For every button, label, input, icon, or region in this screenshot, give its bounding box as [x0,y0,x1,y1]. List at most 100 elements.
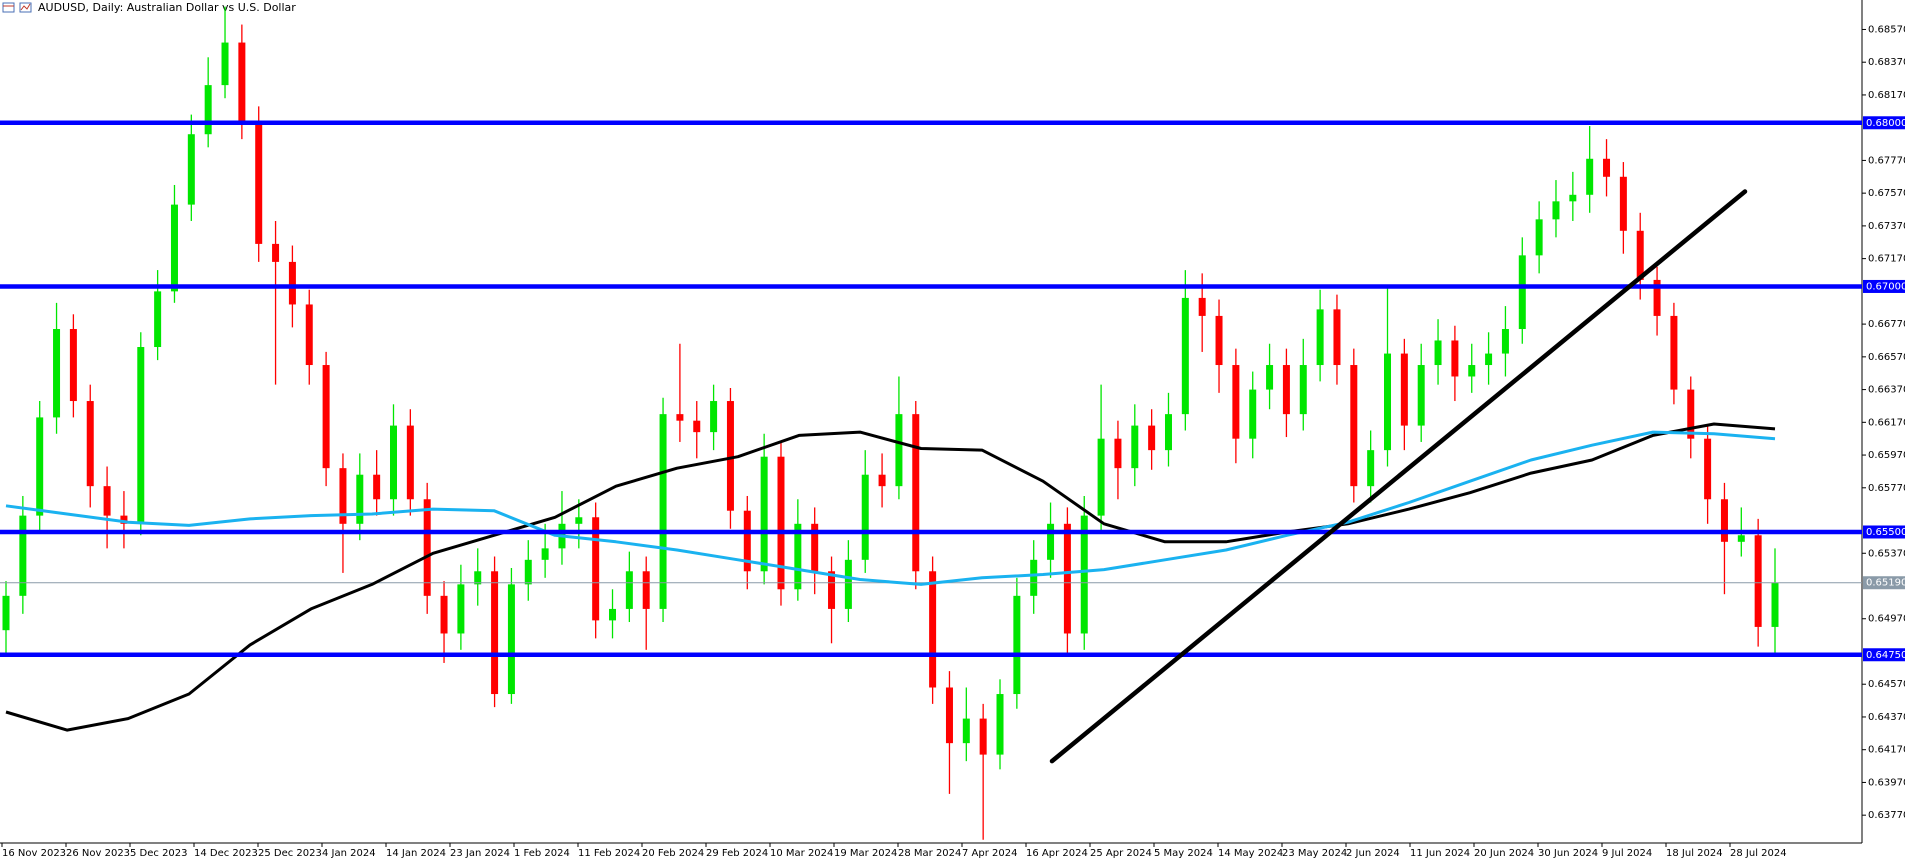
price-tag-label: 0.65500 [1866,527,1905,538]
candle-body [979,718,987,755]
candle-body [373,474,381,500]
x-tick-label: 28 Jul 2024 [1730,848,1787,859]
x-tick-label: 23 May 2024 [1282,848,1347,859]
x-tick-label: 5 May 2024 [1154,848,1213,859]
candle-body [1535,219,1543,256]
icon [2,2,15,13]
candle-body [1013,595,1021,695]
candle-body [187,134,195,205]
candle-body [1063,523,1071,634]
symbol-icons [2,2,32,13]
price-tag [1863,525,1905,539]
icon [20,3,31,11]
x-tick-label: 4 Jan 2024 [322,848,376,859]
x-tick-label: 5 Dec 2023 [130,848,188,859]
candle-body [1485,353,1493,366]
moving-average [5,430,1776,586]
x-tick-label: 18 Jul 2024 [1666,848,1723,859]
x-tick-label: 11 Feb 2024 [578,848,640,859]
candle-body [1771,582,1779,627]
candle-body [1198,297,1206,316]
x-tick-label: 14 Jan 2024 [386,848,446,859]
candle-body [389,425,397,500]
price-tag [1863,116,1905,130]
candle-body [69,329,77,402]
candle-body [878,474,886,487]
candle-body [356,474,364,524]
x-tick-label: 20 Jun 2024 [1474,848,1534,859]
x-tick-label: 23 Jan 2024 [450,848,510,859]
x-tick-label: 25 Apr 2024 [1090,848,1152,859]
candle-body [592,517,600,621]
candle-body [1384,353,1392,451]
candle-body [1249,389,1257,439]
candle-body [844,559,852,609]
x-tick-label: 9 Jul 2024 [1602,848,1652,859]
candle-body [170,204,178,292]
candle-body [1114,438,1122,469]
candle-body [491,571,499,695]
moving-average [5,422,1776,732]
candle-body [1030,559,1038,596]
price-tag-label: 0.64750 [1866,650,1905,661]
candle-body [1569,194,1577,202]
candle-body [406,425,414,500]
candle-body [1164,414,1172,451]
candle-body [1501,329,1509,354]
candle-body [1636,230,1644,280]
x-tick-label: 16 Nov 2023 [2,848,66,859]
x-tick-label: 28 Mar 2024 [898,848,961,859]
x-tick-label: 10 Mar 2024 [770,848,833,859]
candle-body [1603,158,1611,177]
price-tag [1863,648,1905,662]
price-tag-label: 0.67000 [1866,281,1905,292]
candle-body [19,515,27,596]
candle-body [1215,315,1223,366]
candle-body [1451,340,1459,377]
price-tag [1863,576,1905,590]
candle-body [1670,315,1678,390]
candle-body [895,414,903,487]
x-tick-label: 2 Jun 2024 [1346,848,1400,859]
candle-body [221,42,229,86]
price-tag-label: 0.68000 [1866,118,1905,129]
candle-body [1754,535,1762,627]
candle-body [440,595,448,634]
x-tick-label: 11 Jun 2024 [1410,848,1470,859]
candle-body [1080,515,1088,634]
candle-body [255,121,263,244]
candle-body [457,584,465,634]
candle-body [777,456,785,590]
candle-body [693,420,701,433]
candle-body [1619,176,1627,231]
candle-body [507,584,515,695]
candle-body [1181,297,1189,415]
candle-body [929,571,937,688]
x-tick-label: 29 Feb 2024 [706,848,768,859]
candle-body [339,468,347,524]
candle-body [726,401,734,511]
candle-body [811,523,819,572]
price-tag [1863,279,1905,293]
candle-body [120,515,128,524]
candle-body [1417,365,1425,426]
candle-body [1737,535,1745,542]
candle-body [676,414,684,421]
candle-body [1232,365,1240,439]
candle-body [1552,201,1560,220]
candle-body [1653,279,1661,316]
candle-body [794,523,802,590]
